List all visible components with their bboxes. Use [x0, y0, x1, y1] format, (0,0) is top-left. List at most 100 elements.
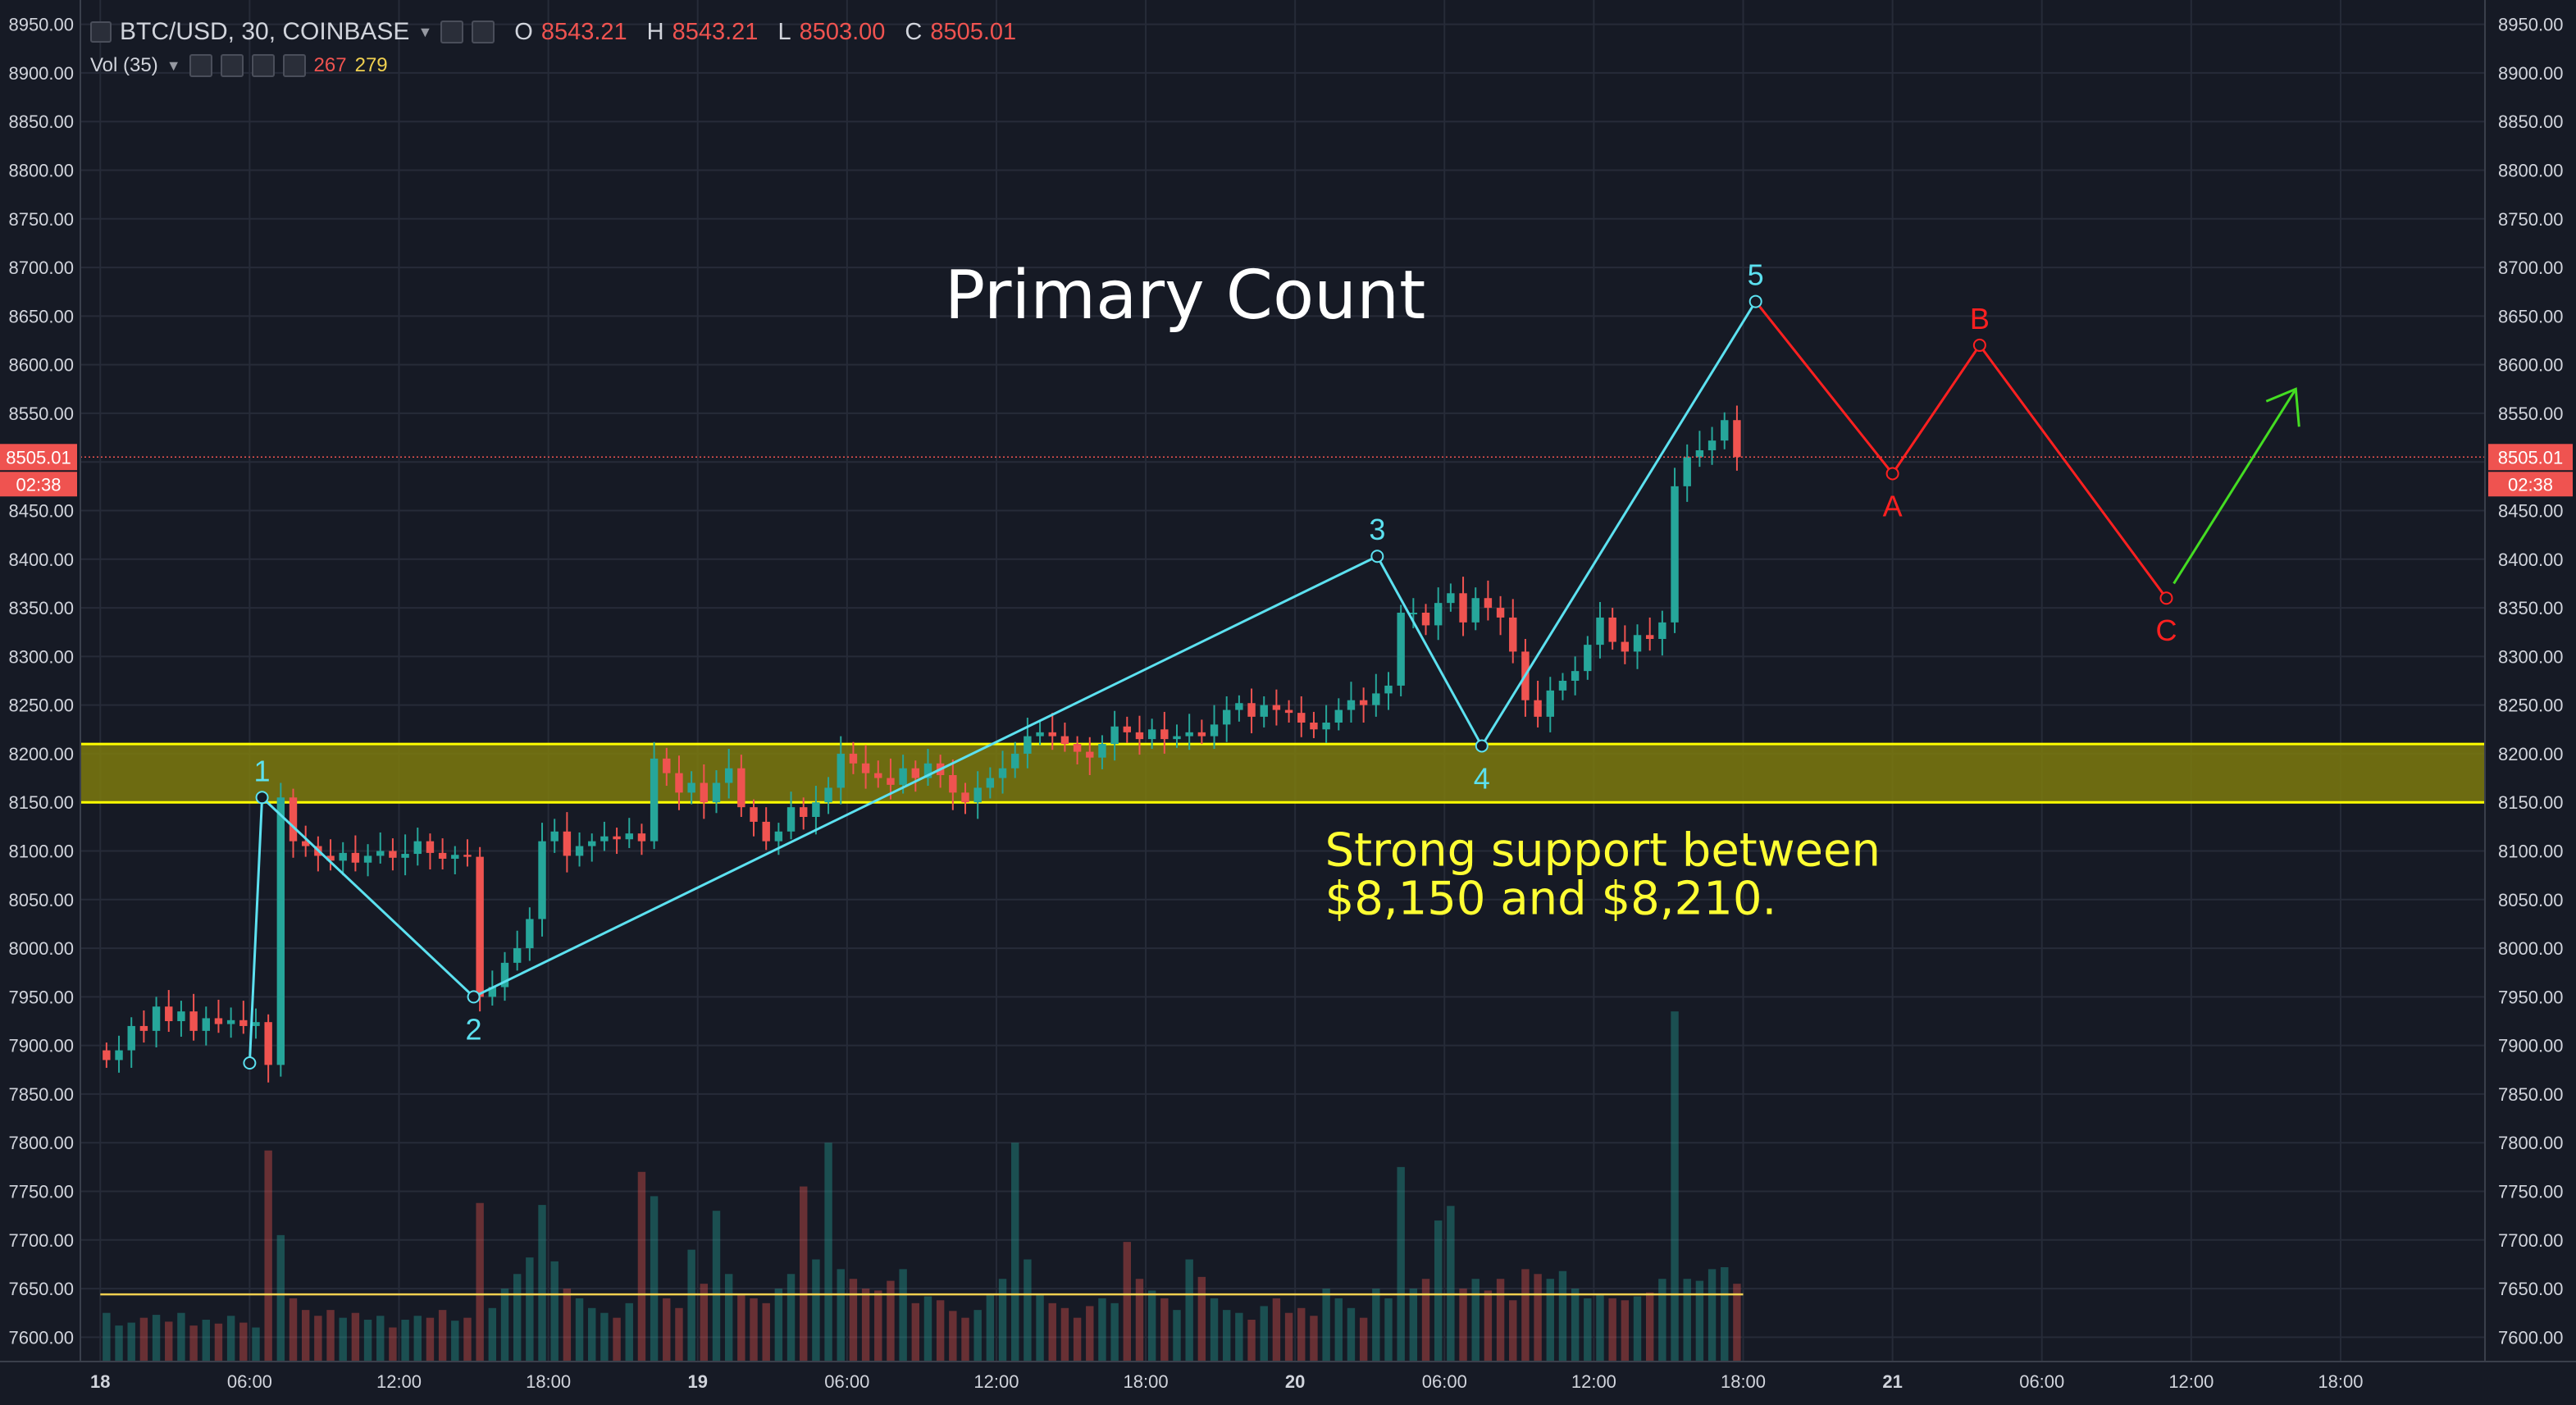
candle-body — [1235, 703, 1243, 710]
candle-body — [1347, 700, 1356, 710]
candle-body — [1621, 641, 1630, 652]
open-key: O — [514, 18, 533, 45]
y-tick-right: 8100.00 — [2498, 842, 2564, 862]
volume-bar — [1608, 1298, 1616, 1362]
eye-icon[interactable] — [189, 54, 212, 77]
candle-body — [363, 855, 372, 863]
gear-icon[interactable] — [220, 54, 244, 77]
x-tick: 06:00 — [824, 1371, 869, 1392]
candle-body — [1558, 681, 1567, 691]
eye-icon[interactable] — [440, 21, 464, 43]
candle-body — [488, 987, 497, 997]
candle-body — [675, 773, 683, 793]
countdown-value-right: 02:38 — [2508, 474, 2553, 495]
candle-body — [1434, 603, 1443, 626]
close-key: C — [905, 18, 923, 45]
volume-bar — [1284, 1312, 1293, 1362]
chevron-down-icon[interactable]: ▼ — [417, 23, 433, 40]
chevron-down-icon[interactable]: ▼ — [166, 57, 181, 74]
volume-bar — [588, 1307, 596, 1362]
volume-bar — [538, 1205, 546, 1362]
collapse-icon[interactable] — [90, 21, 112, 43]
more-icon[interactable] — [251, 54, 275, 77]
candle-body — [264, 1022, 272, 1065]
candle-body — [588, 841, 596, 846]
candle-body — [700, 782, 709, 803]
y-tick-right: 8150.00 — [2498, 792, 2564, 813]
volume-bar — [1185, 1259, 1193, 1362]
volume-bar — [165, 1321, 173, 1362]
x-tick: 12:00 — [376, 1371, 422, 1392]
price-badge-left — [0, 444, 77, 471]
volume-bar — [1073, 1317, 1082, 1362]
volume-bar — [177, 1312, 185, 1362]
projection-arrow-head — [2265, 387, 2300, 427]
volume-bar — [488, 1307, 497, 1362]
y-tick-left: 7900.00 — [8, 1036, 74, 1056]
y-tick-left: 8300.00 — [8, 646, 74, 667]
volume-bar — [1247, 1320, 1256, 1362]
volume-bar — [401, 1320, 409, 1362]
candle-body — [774, 831, 783, 842]
candle-body — [500, 962, 509, 988]
y-tick-left: 8750.00 — [8, 209, 74, 230]
candle-body — [139, 1025, 148, 1031]
y-tick-right: 7650.00 — [2498, 1279, 2564, 1299]
candle-body — [786, 807, 796, 832]
candle-body — [663, 758, 671, 773]
volume-bar — [326, 1310, 335, 1362]
close-icon[interactable] — [282, 54, 306, 77]
x-tick: 06:00 — [227, 1371, 272, 1392]
candle-body — [625, 833, 633, 840]
volume-bar — [575, 1298, 584, 1362]
volume-bar — [1671, 1011, 1679, 1362]
y-tick-left: 7650.00 — [8, 1279, 74, 1299]
y-tick-left: 8650.00 — [8, 306, 74, 326]
candle-body — [301, 841, 310, 846]
candle-body — [376, 851, 385, 856]
x-tick: 19 — [687, 1371, 707, 1392]
volume-bar — [214, 1323, 223, 1362]
candle-body — [1284, 709, 1293, 714]
volume-label[interactable]: Vol (35) — [90, 54, 158, 76]
y-tick-left: 7600.00 — [8, 1327, 74, 1348]
volume-bar — [438, 1310, 447, 1362]
candle-body — [189, 1011, 198, 1031]
volume-ma-value: 279 — [354, 54, 388, 76]
volume-bar — [1098, 1298, 1106, 1362]
candle-body — [1733, 420, 1741, 458]
candle-body — [214, 1018, 223, 1024]
candle-body — [1297, 713, 1306, 723]
x-tick: 12:00 — [973, 1371, 1019, 1392]
candle-body — [563, 831, 572, 856]
symbol-label[interactable]: BTC/USD, 30, COINBASE — [120, 18, 410, 45]
candle-body — [861, 763, 870, 773]
volume-bar — [426, 1317, 435, 1362]
volume-bar — [1571, 1289, 1580, 1362]
candle-body — [476, 856, 484, 997]
candle-body — [762, 821, 770, 842]
volume-bar — [874, 1290, 882, 1362]
wave-label-b: B — [1970, 302, 1990, 335]
volume-bar — [550, 1261, 559, 1362]
y-tick-right: 8650.00 — [2498, 306, 2564, 326]
candle-body — [226, 1020, 235, 1024]
x-tick: 18:00 — [1721, 1371, 1766, 1392]
gear-icon[interactable] — [472, 21, 495, 43]
y-tick-right: 7950.00 — [2498, 987, 2564, 1007]
low-key: L — [777, 18, 791, 45]
y-tick-right: 7600.00 — [2498, 1327, 2564, 1348]
y-tick-right: 8750.00 — [2498, 209, 2564, 230]
y-tick-right: 8600.00 — [2498, 355, 2564, 376]
candle-body — [1671, 486, 1679, 623]
y-tick-left: 8200.00 — [8, 744, 74, 764]
candle-body — [1384, 685, 1393, 694]
candle-body — [1372, 693, 1380, 705]
volume-bar — [1359, 1317, 1368, 1362]
volume-bar — [724, 1274, 733, 1362]
x-tick: 20 — [1285, 1371, 1305, 1392]
volume-bar — [986, 1293, 995, 1362]
volume-bar — [289, 1298, 298, 1362]
